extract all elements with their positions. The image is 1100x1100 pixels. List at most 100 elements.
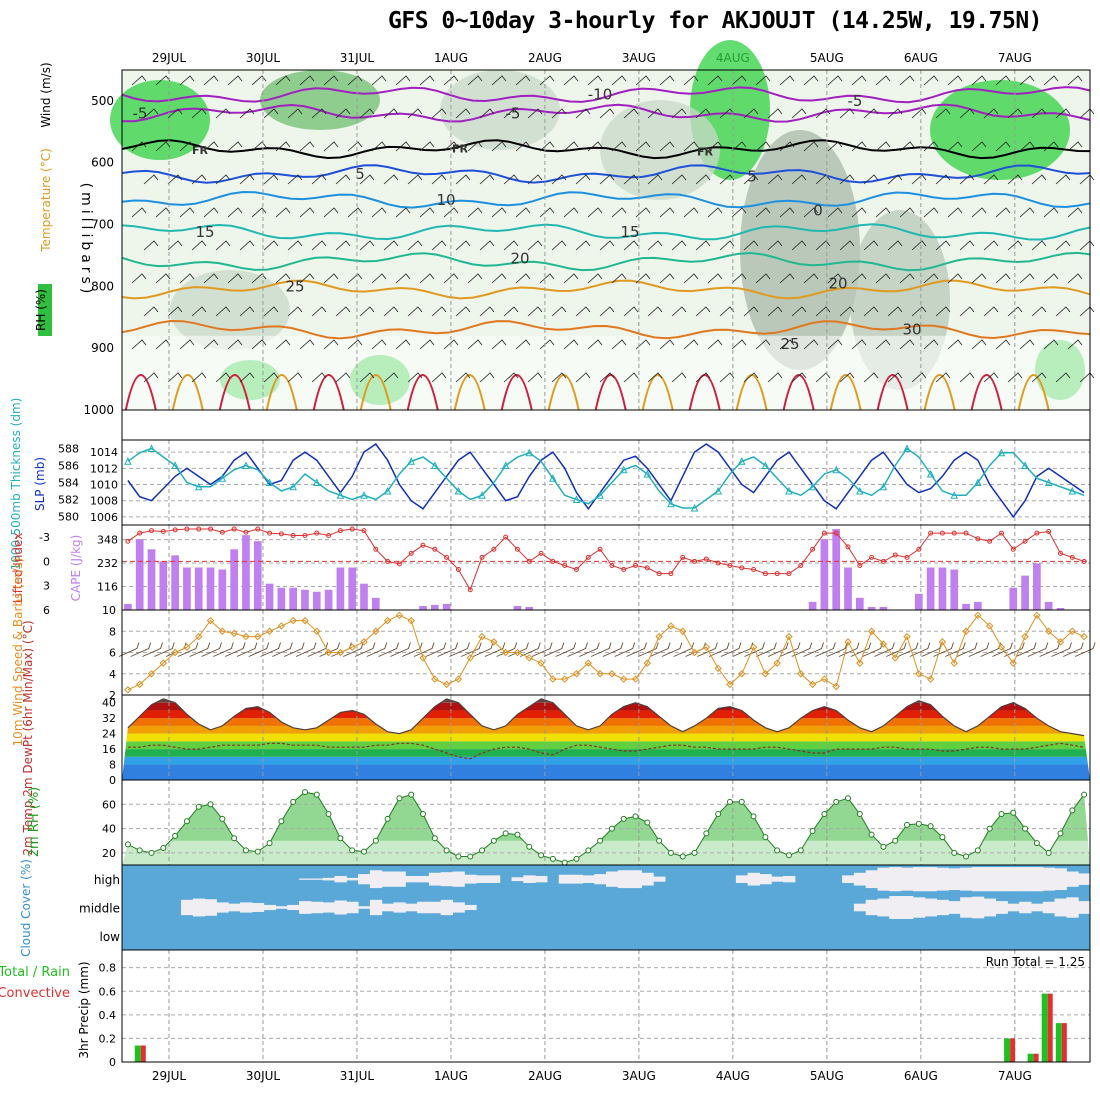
temperature-contour-line: [171, 374, 204, 411]
cape-bar: [513, 605, 522, 610]
cloud-cover-cell: [995, 867, 1008, 892]
wind-barb: [323, 141, 339, 152]
temperature-band: [122, 698, 1090, 703]
wind-speed-marker: [431, 675, 439, 683]
wind-barb: [515, 75, 531, 86]
humidity-marker: [136, 847, 143, 854]
chart-title: GFS 0~10day 3-hourly for AKJOUJT (14.25W…: [388, 8, 1043, 34]
wind-speed-marker: [797, 670, 805, 678]
humidity-marker: [620, 815, 627, 822]
thickness-marker: [336, 491, 345, 499]
wind-barb: [575, 372, 591, 383]
cloud-cover-cell: [346, 901, 359, 914]
wind-barb: [1067, 207, 1083, 218]
wind-barb: [1043, 141, 1059, 152]
wind-barb: [143, 108, 159, 119]
wind-barb: [239, 174, 255, 185]
wind-barb: [347, 273, 363, 284]
wind-barb: [155, 141, 171, 152]
lifted-index-marker: [916, 546, 922, 552]
thickness-marker: [950, 491, 959, 499]
humidity-marker: [691, 849, 698, 856]
contour-label: -5: [848, 92, 863, 110]
cape-bar: [206, 567, 215, 610]
lifted-index-marker: [1057, 550, 1063, 556]
thickness-marker: [265, 478, 274, 486]
y-tick-label: 348: [97, 534, 118, 547]
y-axis-label: 2m RH (%): [27, 787, 42, 858]
humidity-line: [127, 791, 1085, 864]
wind-barb: [959, 240, 975, 251]
lifted-index-marker: [231, 526, 237, 532]
y-tick-label: 2: [109, 689, 116, 702]
temperature-contour-line: [782, 374, 815, 411]
lifted-index-marker: [196, 526, 202, 532]
wind-speed-marker: [690, 648, 699, 657]
wind-barb: [311, 174, 327, 185]
cloud-cover-cell: [936, 867, 949, 891]
wind-barb: [425, 642, 447, 657]
rh-shading: [170, 270, 290, 350]
wind-barb: [1019, 141, 1035, 152]
wind-barb: [659, 141, 675, 152]
rh-legend-swatch: [38, 284, 52, 336]
humidity-marker: [573, 855, 580, 862]
wind-barb: [191, 240, 207, 251]
humidity-marker: [455, 853, 462, 860]
y-tick-label: 800: [91, 279, 114, 293]
wind-barb: [1039, 642, 1061, 657]
contour-label: 0: [813, 201, 823, 219]
thickness-marker: [926, 469, 935, 478]
wind-barb: [419, 339, 435, 350]
wind-barb: [215, 306, 231, 317]
wind-barb: [923, 339, 939, 350]
wind-speed-marker: [419, 654, 427, 662]
cloud-cover-cell: [912, 867, 926, 892]
wind-barb: [455, 174, 471, 185]
wind-barb: [179, 141, 195, 152]
y-tick-label: 0.4: [99, 1009, 117, 1022]
wind-barb: [671, 240, 687, 251]
wind-speed-marker: [915, 670, 923, 678]
wind-barb: [131, 141, 147, 152]
wind-barb: [995, 207, 1011, 218]
humidity-marker: [538, 852, 545, 859]
wind-barb: [413, 642, 435, 657]
wind-barb: [275, 273, 291, 284]
wind-barb: [515, 207, 531, 218]
thickness-marker: [596, 491, 604, 499]
wind-barb: [935, 372, 951, 383]
wind-barb: [956, 642, 978, 657]
wind-barb: [815, 240, 831, 251]
wind-barb: [683, 75, 699, 86]
cloud-cover-cell: [369, 899, 383, 916]
wind-barb: [431, 306, 447, 317]
humidity-marker: [549, 855, 556, 862]
wind-barb: [863, 306, 879, 317]
lifted-index-marker: [243, 529, 249, 535]
thickness-marker: [903, 444, 911, 452]
x-tick-label-top: 2AUG: [528, 51, 562, 65]
humidity-marker: [904, 821, 911, 828]
cloud-cover-cell: [464, 904, 477, 911]
lifted-index-marker: [1022, 538, 1028, 544]
cloud-cover-cell: [877, 867, 890, 891]
cloud-cover-cell: [570, 874, 583, 884]
wind-barb: [527, 174, 543, 185]
wind-barb: [539, 207, 555, 218]
wind-barb: [647, 372, 663, 383]
wind-barb: [671, 108, 687, 119]
wind-barb: [767, 372, 783, 383]
wind-barb: [539, 273, 555, 284]
wind-barb: [154, 642, 175, 657]
lifted-index-marker: [751, 567, 757, 573]
wind-barb: [563, 141, 579, 152]
wind-barb: [899, 141, 915, 152]
thickness-marker: [407, 457, 416, 465]
cloud-cover-cell: [1054, 868, 1067, 891]
wind-barb: [923, 273, 939, 284]
humidity-marker: [514, 831, 521, 838]
contour-label: 25: [780, 335, 799, 353]
humidity-marker: [656, 837, 663, 844]
wind-barb: [287, 174, 303, 185]
